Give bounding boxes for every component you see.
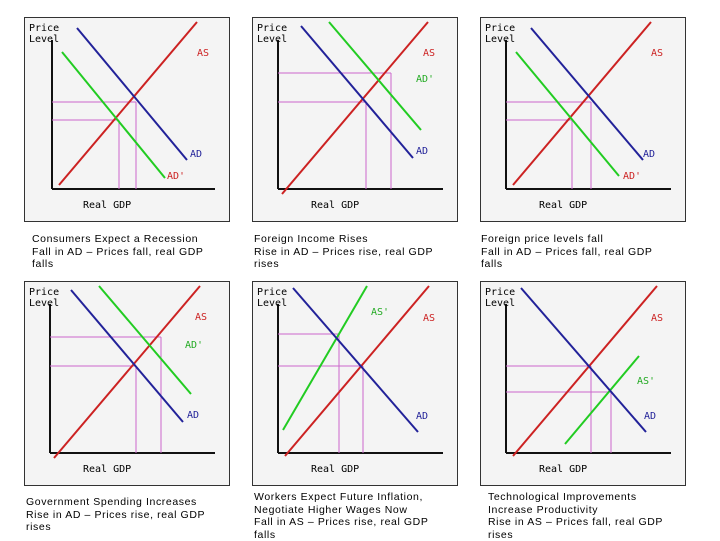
ad-as-diagram: Price Level Real GDP AS AD AD' [481,18,685,221]
curve-label-as: AS [423,48,435,59]
y-axis-label-line2: Level [485,34,515,45]
as-curve [59,22,197,185]
graph-panel-2: Price Level Real GDP AS AD' AD [252,17,458,222]
y-axis-label-line1: Price [29,287,59,298]
caption-line: Foreign price levels fall [481,233,701,246]
curve-label-ad-prime: AD' [185,340,203,351]
graph-panel-6: Price Level Real GDP AS AS' AD [480,281,686,486]
curve-label-as: AS [423,313,435,324]
y-axis-label-line2: Level [257,34,287,45]
x-axis-label: Real GDP [83,200,131,211]
ad-curve [301,26,413,158]
caption-line: Fall in AS – Prices rise, real GDP [254,516,474,529]
as-curve [282,22,428,194]
ad-as-diagram: Price Level Real GDP AS AD' AD [25,282,229,485]
as-prime-curve [565,356,639,444]
y-axis-label-line2: Level [29,34,59,45]
caption-line: Workers Expect Future Inflation, [254,491,474,504]
curve-label-as: AS [195,312,207,323]
caption-line: rises [488,529,708,541]
curve-label-ad: AD [643,149,655,160]
caption-line: falls [32,258,252,271]
y-axis-label-line2: Level [485,298,515,309]
caption-line: Negotiate Higher Wages Now [254,504,474,517]
y-axis-label-line1: Price [485,287,515,298]
caption-line: Fall in AD – Prices fall, real GDP [481,246,701,259]
curve-label-as: AS [197,48,209,59]
ad-as-diagram: Price Level Real GDP AS AD AD' [25,18,229,221]
caption-5: Workers Expect Future Inflation, Negotia… [254,491,474,541]
curve-label-ad-prime: AD' [167,171,185,182]
ad-as-diagram: Price Level Real GDP AS AS' AD [481,282,685,485]
x-axis-label: Real GDP [539,200,587,211]
curve-label-ad: AD [416,411,428,422]
ad-as-diagram: Price Level Real GDP AS AD' AD [253,18,457,221]
x-axis-label: Real GDP [83,464,131,475]
graph-panel-1: Price Level Real GDP AS AD AD' [24,17,230,222]
caption-3: Foreign price levels fall Fall in AD – P… [481,233,701,271]
as-curve [285,286,429,456]
curve-label-ad: AD [190,149,202,160]
graph-panel-5: Price Level Real GDP AS' AS AD [252,281,458,486]
y-axis-label-line1: Price [29,23,59,34]
curve-label-as-prime: AS' [637,376,655,387]
caption-line: Rise in AD – Prices rise, real GDP [26,509,246,522]
graph-panel-3: Price Level Real GDP AS AD AD' [480,17,686,222]
caption-4: Government Spending Increases Rise in AD… [26,496,246,534]
graph-panel-4: Price Level Real GDP AS AD' AD [24,281,230,486]
caption-line: rises [26,521,246,534]
caption-2: Foreign Income Rises Rise in AD – Prices… [254,233,474,271]
caption-line: Foreign Income Rises [254,233,474,246]
y-axis-label-line1: Price [257,287,287,298]
x-axis-label: Real GDP [539,464,587,475]
ad-curve [77,28,187,160]
ad-curve [521,288,646,432]
curve-label-ad-prime: AD' [416,74,434,85]
ad-curve [293,288,418,432]
y-axis-label-line1: Price [257,23,287,34]
ad-curve [531,28,643,160]
curve-label-as: AS [651,48,663,59]
caption-line: Consumers Expect a Recession [32,233,252,246]
caption-line: rises [254,258,474,271]
curve-label-ad: AD [187,410,199,421]
as-curve [513,286,657,456]
caption-line: Fall in AD – Prices fall, real GDP [32,246,252,259]
curve-label-as: AS [651,313,663,324]
curve-label-ad-prime: AD' [623,171,641,182]
caption-line: Rise in AD – Prices rise, real GDP [254,246,474,259]
caption-line: falls [254,529,474,541]
caption-line: Technological Improvements [488,491,708,504]
curve-label-as-prime: AS' [371,307,389,318]
caption-line: Rise in AS – Prices fall, real GDP [488,516,708,529]
y-axis-label-line1: Price [485,23,515,34]
caption-1: Consumers Expect a Recession Fall in AD … [32,233,252,271]
as-curve [513,22,651,185]
curve-label-ad: AD [416,146,428,157]
caption-line: falls [481,258,701,271]
x-axis-label: Real GDP [311,200,359,211]
curve-label-ad: AD [644,411,656,422]
x-axis-label: Real GDP [311,464,359,475]
y-axis-label-line2: Level [29,298,59,309]
ad-as-diagram: Price Level Real GDP AS' AS AD [253,282,457,485]
caption-line: Increase Productivity [488,504,708,517]
y-axis-label-line2: Level [257,298,287,309]
ad-curve [71,290,183,422]
as-curve [54,286,200,458]
caption-line: Government Spending Increases [26,496,246,509]
caption-6: Technological Improvements Increase Prod… [488,491,708,541]
